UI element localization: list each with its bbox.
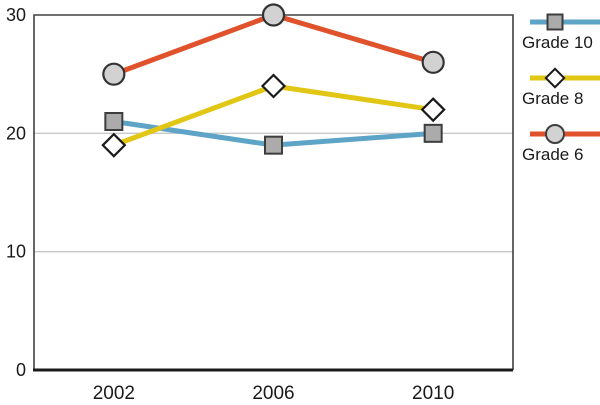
marker-grade-8-2010 xyxy=(420,97,446,123)
x-axis-label-2006: 2006 xyxy=(252,383,294,404)
marker-grade-10-2010 xyxy=(423,123,443,143)
legend: Grade 10 Grade 8 Grade 6 xyxy=(516,0,600,405)
circle-marker-icon xyxy=(545,124,565,144)
marker-grade-6-2006 xyxy=(261,3,286,27)
legend-swatch-grade-10 xyxy=(522,12,600,32)
x-axis-label-2002: 2002 xyxy=(93,383,135,404)
legend-entry-grade-8: Grade 8 xyxy=(522,67,600,110)
y-axis-label-10: 10 xyxy=(6,242,26,262)
marker-grade-6-2002 xyxy=(102,62,126,86)
legend-label-grade-8: Grade 8 xyxy=(522,89,584,108)
legend-label-grade-10: Grade 10 xyxy=(522,33,593,52)
x-axis-label-2010: 2010 xyxy=(412,383,454,404)
marker-grade-10-2006 xyxy=(264,135,283,155)
y-axis-label-0: 0 xyxy=(16,360,26,380)
legend-swatch-grade-6 xyxy=(522,124,600,144)
legend-line-swatch xyxy=(530,19,600,25)
diamond-marker-icon xyxy=(544,67,566,89)
marker-grade-10-2002 xyxy=(104,112,124,131)
marker-grade-6-2010 xyxy=(421,50,445,74)
square-marker-icon xyxy=(546,13,564,31)
chart-plot-area: 0 10 20 30 2002 2006 2010 xyxy=(6,3,514,404)
legend-swatch-grade-8 xyxy=(522,67,600,89)
y-axis-label-30: 30 xyxy=(6,5,26,25)
legend-entry-grade-6: Grade 6 xyxy=(522,124,600,166)
legend-label-grade-6: Grade 6 xyxy=(522,145,584,164)
legend-entry-grade-10: Grade 10 xyxy=(522,12,600,54)
y-axis-label-20: 20 xyxy=(6,123,26,143)
marker-grade-8-2006 xyxy=(260,73,287,99)
marker-grade-8-2002 xyxy=(101,132,127,158)
legend-line-swatch xyxy=(530,131,600,137)
